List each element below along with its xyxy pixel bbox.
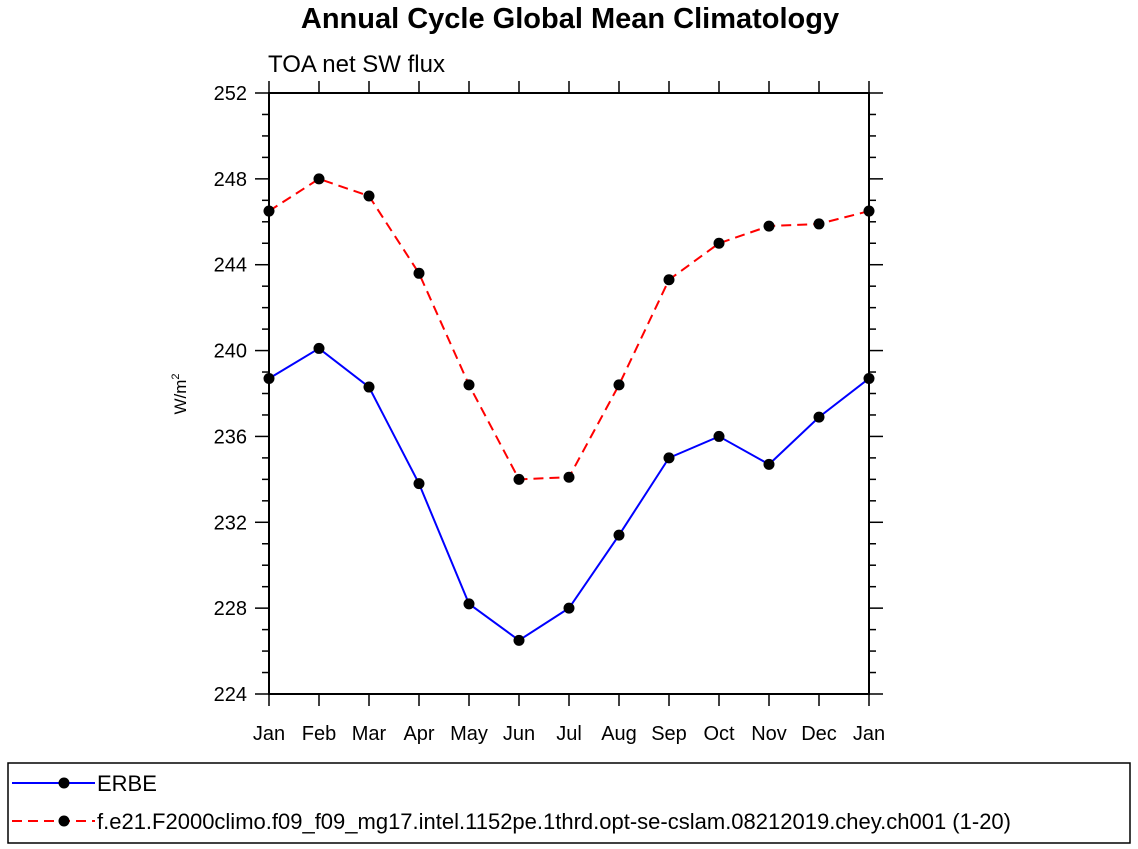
series-1-point: [713, 237, 725, 249]
series-0-point: [813, 411, 825, 423]
series-1-point: [813, 218, 825, 230]
x-tick-label: Dec: [801, 723, 837, 745]
y-tick-label: 240: [214, 341, 247, 363]
y-tick-label: 228: [214, 598, 247, 620]
y-tick-label: 236: [214, 426, 247, 448]
series-1-point: [463, 379, 475, 391]
series-1-point: [863, 205, 875, 217]
y-tick-label: 244: [214, 255, 247, 277]
x-tick-label: Nov: [751, 723, 787, 745]
x-tick-label: Jul: [556, 723, 582, 745]
legend-box: [7, 762, 1131, 844]
legend-swatch-marker: [58, 777, 70, 789]
series-0-point: [313, 342, 325, 354]
series-1-point: [413, 267, 425, 279]
series-0-point: [713, 430, 725, 442]
series-0-point: [363, 381, 375, 393]
y-tick-labels: 224 228 232 236 240 244 248 252: [214, 83, 247, 706]
y-tick-label: 248: [214, 169, 247, 191]
series-1-point: [763, 220, 775, 232]
series-0-point: [663, 452, 675, 464]
x-tick-label: Aug: [601, 723, 637, 745]
series-0-point: [763, 458, 775, 470]
y-tick-label: 232: [214, 512, 247, 534]
series-0-point: [613, 529, 625, 541]
series-0-point: [463, 598, 475, 610]
x-tick-label: Mar: [352, 723, 387, 745]
y-axis-label-unit: W/m: [171, 380, 190, 415]
y-tick-label: 224: [214, 684, 247, 706]
chart-title: Annual Cycle Global Mean Climatology: [301, 3, 839, 35]
y-axis-label: W/m2: [170, 373, 190, 414]
chart-subtitle: TOA net SW flux: [268, 51, 445, 78]
axis-ticks: [255, 81, 883, 706]
series-0-point: [413, 478, 425, 490]
legend-swatch-marker: [58, 815, 70, 827]
x-tick-label: Apr: [403, 723, 434, 745]
series-0-point: [563, 602, 575, 614]
legend-label: ERBE: [97, 771, 157, 796]
legend: ERBE f.e21.F2000climo.f09_f09_mg17.intel.…: [12, 771, 1011, 834]
series-0-point: [513, 634, 525, 646]
y-axis-label-exponent: 2: [170, 373, 182, 379]
series-1-point: [513, 473, 525, 485]
x-tick-label: Oct: [703, 723, 735, 745]
x-tick-labels: Jan Feb Mar Apr May Jun Jul Aug Sep Oct Nov Dec Jan: [253, 723, 885, 745]
series-1-point: [613, 379, 625, 391]
series-1-point: [313, 173, 325, 185]
legend-label: f.e21.F2000climo.f09_f09_mg17.intel.1152…: [97, 809, 1011, 834]
series-0-point: [863, 372, 875, 384]
x-tick-label: Sep: [651, 723, 687, 745]
series-layer: [263, 173, 875, 646]
x-tick-label: May: [450, 723, 488, 745]
x-tick-label: Jun: [503, 723, 535, 745]
series-1-point: [363, 190, 375, 202]
series-1-point: [563, 471, 575, 483]
series-line-1: [268, 177, 870, 481]
series-0-point: [263, 372, 275, 384]
x-tick-label: Feb: [302, 723, 336, 745]
series-1-point: [263, 205, 275, 217]
series-1-point: [663, 274, 675, 286]
series-line-0: [268, 347, 870, 642]
y-tick-label: 252: [214, 83, 247, 105]
x-tick-label: Jan: [253, 723, 285, 745]
x-tick-label: Jan: [853, 723, 885, 745]
